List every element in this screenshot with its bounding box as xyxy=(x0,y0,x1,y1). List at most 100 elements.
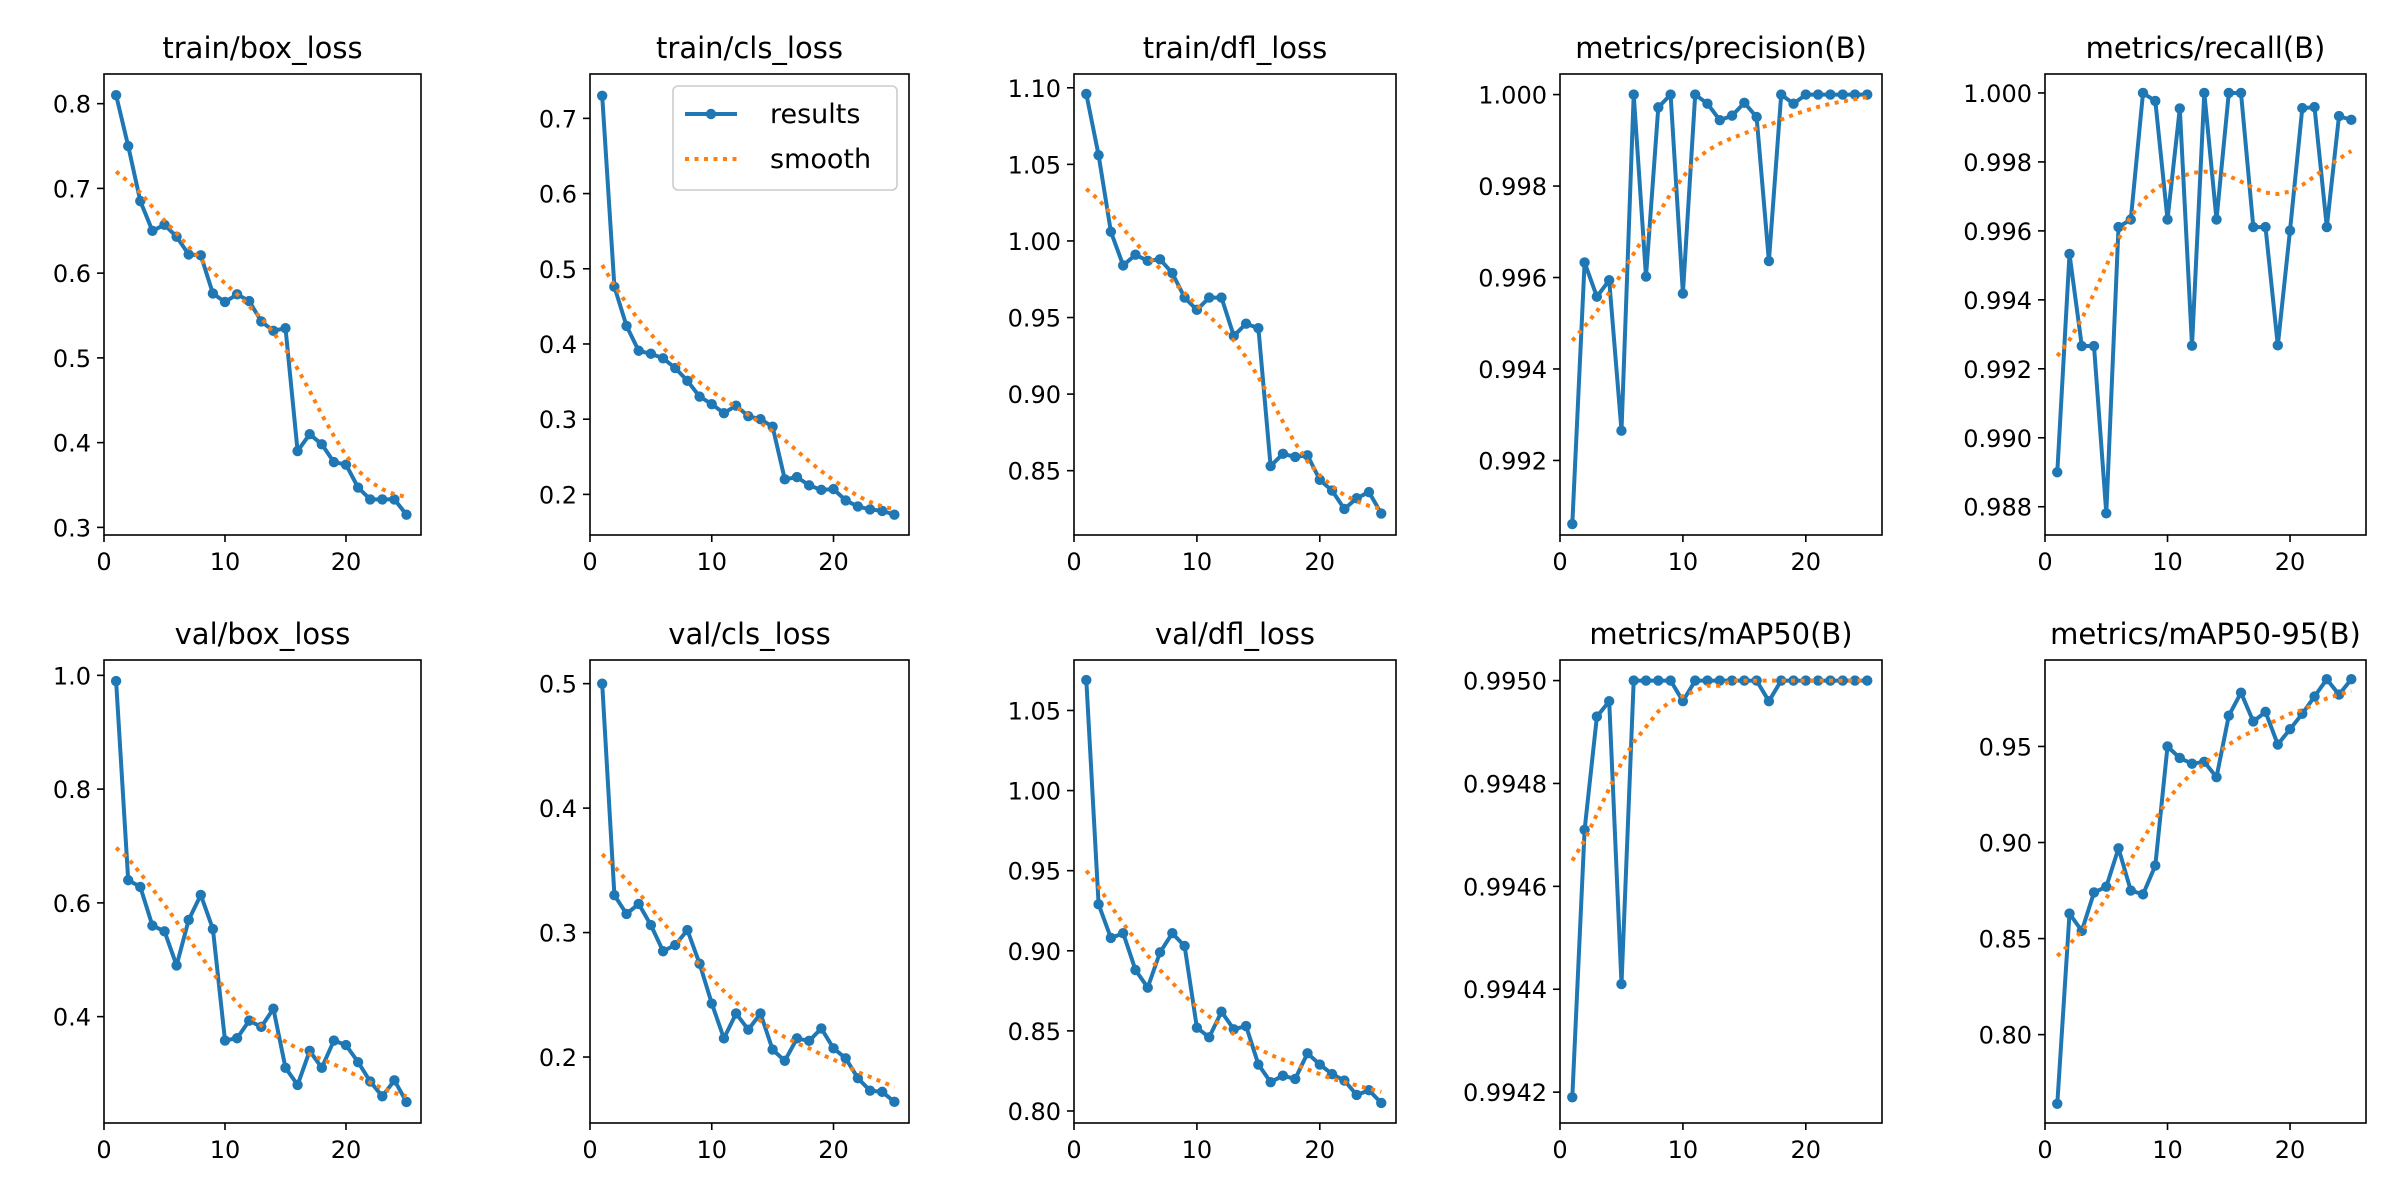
results-point xyxy=(596,90,608,102)
results-point xyxy=(2125,885,2136,896)
x-tick-label: 10 xyxy=(1182,1136,1213,1164)
results-point xyxy=(1591,291,1603,302)
results-point xyxy=(1302,1048,1313,1059)
legend: results smooth xyxy=(672,85,898,191)
axes-frame xyxy=(2044,73,2367,536)
results-point xyxy=(718,407,730,419)
results-point xyxy=(1277,1070,1289,1081)
results-point xyxy=(2309,101,2320,113)
y-tick-label: 0.998 xyxy=(1478,173,1547,201)
x-tick-label: 0 xyxy=(1066,1136,1081,1164)
chart-panel-4: metrics/precision(B) 0 10 20 0.992 0.994 0.996… xyxy=(1478,31,1883,576)
x-tick-label: 20 xyxy=(1305,548,1336,576)
y-tick-label: 0.80 xyxy=(1008,1098,1061,1126)
results-point xyxy=(1203,1032,1215,1043)
y-tick-label: 0.2 xyxy=(539,481,577,509)
results-point xyxy=(852,501,864,512)
results-point xyxy=(1081,88,1092,100)
y-tick-label: 0.9948 xyxy=(1463,770,1547,798)
y-tick-label: 0.9950 xyxy=(1463,668,1547,696)
results-point xyxy=(2248,716,2259,727)
results-point xyxy=(183,249,194,260)
results-point xyxy=(864,1085,876,1096)
y-tick-label: 0.85 xyxy=(1008,458,1061,486)
results-point xyxy=(2174,752,2185,764)
results-point xyxy=(2272,340,2283,351)
y-tick-label: 1.000 xyxy=(1963,80,2032,108)
y-tick-label: 0.3 xyxy=(53,514,91,542)
smooth-line xyxy=(1570,94,1868,342)
results-point xyxy=(1849,89,1861,100)
chart-title: val/cls_loss xyxy=(668,617,830,651)
chart-panel-2: train/cls_loss 0 10 20 0.2 0.3 0.4 0.5 0.6 0.7 res… xyxy=(539,31,910,576)
y-tick-label: 0.95 xyxy=(1008,858,1061,886)
results-point xyxy=(1203,292,1215,303)
y-tick-label: 0.90 xyxy=(1008,938,1061,966)
y-tick-label: 0.3 xyxy=(539,920,577,948)
results-point xyxy=(657,353,669,364)
results-point xyxy=(1849,675,1861,686)
x-tick-label: 10 xyxy=(1668,1136,1699,1164)
results-point xyxy=(1093,899,1104,910)
plot-area xyxy=(1081,88,1387,519)
results-point xyxy=(1837,675,1848,686)
results-point xyxy=(1216,292,1227,303)
results-point xyxy=(243,295,255,307)
x-tick-label: 0 xyxy=(96,1136,111,1164)
results-point xyxy=(231,1033,243,1044)
y-tick-label: 1.00 xyxy=(1008,778,1061,806)
axes-frame xyxy=(1073,659,1397,1124)
axes-frame xyxy=(1073,73,1397,536)
results-point xyxy=(1628,89,1639,100)
results-point xyxy=(1154,254,1166,265)
results-point xyxy=(340,459,352,470)
results-point xyxy=(1265,1076,1276,1088)
results-point xyxy=(171,960,182,971)
results-point xyxy=(316,1062,327,1074)
y-tick-label: 0.95 xyxy=(1979,733,2032,761)
results-point xyxy=(2346,114,2357,126)
chart-title: val/dfl_loss xyxy=(1155,617,1315,651)
results-point xyxy=(2064,908,2075,919)
results-point xyxy=(147,225,158,236)
x-tick-label: 0 xyxy=(2037,1136,2052,1164)
results-point xyxy=(147,920,158,931)
results-point xyxy=(1763,255,1775,267)
x-tick-label: 10 xyxy=(210,1136,241,1164)
results-point xyxy=(2248,221,2259,233)
results-point xyxy=(1142,982,1153,993)
results-point xyxy=(864,504,876,515)
results-point xyxy=(1837,89,1848,100)
results-point xyxy=(645,348,657,359)
results-point xyxy=(1363,486,1375,498)
x-tick-label: 0 xyxy=(582,1136,597,1164)
plot-area xyxy=(596,90,900,520)
chart-title: metrics/precision(B) xyxy=(1575,31,1867,65)
results-point xyxy=(1603,275,1615,286)
results-point xyxy=(1689,675,1701,686)
y-tick-label: 1.05 xyxy=(1008,697,1061,725)
y-tick-label: 0.994 xyxy=(1963,287,2032,315)
legend-label-smooth: smooth xyxy=(770,144,871,175)
axes-frame xyxy=(2044,659,2367,1124)
results-point xyxy=(2223,710,2234,721)
results-point xyxy=(377,494,388,505)
chart-panel-1: train/box_loss 0 10 20 0.3 0.4 0.5 0.6 0.7 0.8 xyxy=(53,31,422,576)
results-point xyxy=(2235,687,2247,698)
results-point xyxy=(2064,248,2075,260)
chart-title: train/box_loss xyxy=(162,31,362,65)
y-tick-label: 0.80 xyxy=(1979,1022,2032,1050)
results-point xyxy=(2052,1098,2063,1109)
x-tick-label: 0 xyxy=(1552,1136,1567,1164)
results-point xyxy=(840,495,851,506)
results-point xyxy=(1191,1022,1203,1033)
results-point xyxy=(1228,330,1239,342)
results-point xyxy=(2272,739,2283,750)
results-line xyxy=(600,683,896,1104)
results-point xyxy=(2101,508,2112,519)
smooth-line xyxy=(1084,187,1382,511)
results-point xyxy=(1130,964,1141,976)
axes-frame xyxy=(589,73,910,536)
results-point xyxy=(2137,889,2149,900)
